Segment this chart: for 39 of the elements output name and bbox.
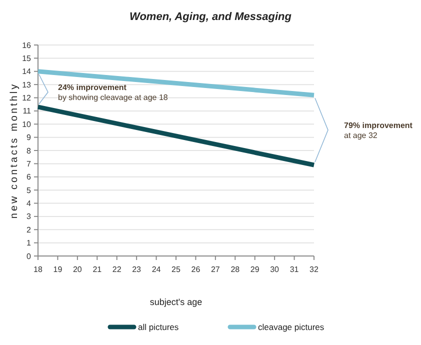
y-tick-label: 0 [26,252,32,261]
x-tick-label: 31 [290,265,300,274]
y-tick-label: 13 [22,80,32,90]
y-tick-label: 7 [26,159,32,168]
y-tick-label: 1 [26,238,32,248]
x-tick-label: 29 [250,265,260,274]
x-tick-label: 20 [72,265,82,274]
y-tick-label: 11 [22,106,32,116]
x-tick-label: 25 [172,265,181,274]
y-tick-label: 2 [26,225,32,234]
y-tick-label: 8 [26,146,32,156]
x-tick-label: 27 [210,265,220,274]
annotation: 24% improvement by showing cleavage at age 18 [58,82,168,102]
x-tick-label: 21 [92,265,102,274]
legend-label: all pictures [138,322,179,332]
x-tick-label: 18 [34,265,43,274]
y-tick-label: 16 [22,40,32,50]
x-tick-label: 30 [270,265,280,274]
x-tick-label: 26 [191,265,201,274]
y-tick-label: 12 [22,94,32,103]
x-tick-label: 19 [53,265,63,274]
y-tick-label: 9 [26,133,32,142]
x-axis-title: subject's age [150,297,202,307]
y-tick-label: 5 [26,186,32,195]
y-tick-label: 4 [26,199,32,208]
x-tick-label: 22 [112,265,122,274]
x-tick-label: 32 [310,265,319,274]
text: 79% improvement at age 32 [344,120,413,140]
y-tick-label: 14 [22,67,32,76]
y-axis-title: new contacts monthly [9,82,20,219]
chart-title: Women, Aging, and Messaging [130,11,292,23]
x-tick-label: 23 [132,265,142,274]
y-tick-label: 3 [26,212,32,222]
y-tick-label: 10 [22,120,32,129]
x-tick-label: 28 [230,265,240,274]
legend-label: cleavage pictures [258,322,324,332]
y-tick-label: 15 [22,54,32,63]
x-tick-label: 24 [152,265,162,274]
y-tick-label: 6 [26,172,32,182]
